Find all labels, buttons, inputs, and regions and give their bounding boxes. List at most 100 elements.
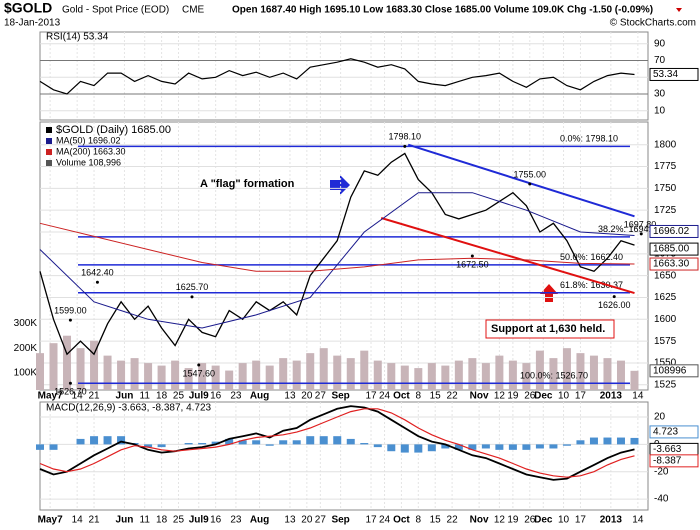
x-tick-label: 25 (173, 391, 185, 402)
security-name: Gold - Spot Price (EOD) (62, 5, 169, 16)
histogram-bar (76, 438, 85, 445)
x-tick-label: 17 (365, 391, 377, 402)
panel-title: MACD(12,26,9) -3.663, -8.387, 4.723 (46, 403, 212, 414)
annotation-label: 1672.50 (456, 259, 489, 269)
legend-swatch (46, 149, 52, 155)
annotation-label: 1547.60 (182, 368, 215, 378)
note-box (485, 319, 615, 339)
legend-label: Volume 108,996 (56, 157, 121, 167)
volume-bar (63, 335, 72, 390)
x-tick-label: 10 (558, 391, 570, 402)
x-tick-label: 23 (230, 515, 242, 526)
histogram-bar (333, 436, 342, 445)
x-tick-label: 17 (365, 515, 377, 526)
volume-bar (360, 350, 369, 390)
trend-line (407, 143, 635, 218)
x-tick-label: 15 (430, 515, 442, 526)
volume-bar (522, 363, 531, 390)
histogram-bar (441, 444, 450, 449)
volume-bar (630, 370, 639, 390)
annotation-label: 1642.40 (81, 268, 114, 278)
histogram-bar (373, 444, 382, 448)
y-tick-label: 30 (654, 89, 666, 100)
x-tick-label: 21 (88, 391, 100, 402)
fib-label: 0.0%: 1798.10 (560, 134, 618, 144)
volume-bar (616, 360, 625, 390)
x-tick-label: Aug (250, 391, 269, 402)
x-tick-label: 8 (416, 515, 422, 526)
annotation-point (95, 280, 99, 284)
x-tick-label: May7 (38, 391, 63, 402)
annotation-point (612, 295, 616, 299)
panel-frame (39, 401, 649, 511)
y-tick-label: 1525 (654, 379, 677, 390)
volume-bar (292, 360, 301, 390)
x-tick-label: 22 (447, 515, 459, 526)
volume-bar (319, 348, 328, 390)
x-tick-label: 27 (315, 391, 327, 402)
x-tick-label: 22 (447, 391, 459, 402)
histogram-bar (576, 440, 585, 445)
value-badge: 1663.30 (653, 259, 690, 270)
x-tick-label: 14 (632, 515, 644, 526)
x-tick-label: Jul9 (189, 391, 209, 402)
volume-bar (103, 355, 112, 390)
volume-bar (481, 363, 490, 390)
histogram-bar (36, 444, 44, 450)
volume-bar (508, 360, 517, 390)
histogram-bar (630, 437, 639, 445)
annotation-label: 1697.80 (624, 219, 657, 229)
legend-label: MA(50) 1696.02 (56, 135, 121, 145)
histogram-bar (387, 444, 396, 452)
x-tick-label: 11 (140, 515, 151, 526)
y-tick-label: 1650 (654, 270, 677, 281)
x-tick-label: 24 (379, 515, 391, 526)
histogram-bar (454, 444, 463, 450)
value-badge: 108996 (653, 365, 687, 376)
x-tick-label: 2013 (600, 515, 623, 526)
x-tick-label: 21 (88, 515, 100, 526)
volume-tick-label: 100K (14, 368, 38, 379)
x-tick-label: Nov (470, 391, 489, 402)
moving-average (39, 222, 635, 272)
x-tick-label: Dec (534, 391, 553, 402)
annotation-point (639, 232, 643, 236)
x-tick-label: 26 (524, 515, 536, 526)
y-tick-label: -40 (654, 494, 669, 505)
annotation-point (403, 144, 407, 148)
volume-bar (549, 358, 558, 390)
volume-tick-label: 300K (14, 318, 38, 329)
signal-line (39, 408, 635, 478)
histogram-bar (468, 444, 477, 450)
histogram-bar (400, 444, 409, 453)
value-badge: 4.723 (653, 427, 678, 438)
histogram-bar (90, 436, 99, 445)
x-tick-label: Jun (116, 391, 134, 402)
annotation-point (68, 381, 72, 385)
x-tick-label: 11 (140, 391, 151, 402)
histogram-bar (589, 437, 598, 445)
volume-bar (144, 363, 153, 390)
y-tick-label: 1750 (654, 183, 677, 194)
volume-bar (211, 365, 220, 390)
volume-bar (184, 368, 193, 390)
volume-bar (76, 348, 85, 390)
annotation-label: 1798.10 (389, 132, 422, 142)
x-tick-label: Sep (331, 391, 349, 402)
down-arrow (676, 8, 682, 12)
volume-bar (441, 365, 450, 390)
exchange: CME (182, 5, 205, 16)
annotation-point (190, 295, 194, 299)
volume-bar (130, 358, 139, 390)
x-tick-label: 16 (210, 515, 222, 526)
volume-bar (535, 350, 544, 390)
fib-label: 61.8%: 1630.37 (560, 280, 623, 290)
x-tick-label: 2013 (600, 391, 623, 402)
histogram-bar (306, 436, 315, 445)
volume-bar (333, 355, 342, 390)
x-tick-label: 20 (301, 391, 313, 402)
volume-bar (198, 363, 207, 390)
value-badge-box (649, 425, 699, 439)
value-badge: 53.34 (653, 69, 678, 80)
histogram-bar (265, 444, 274, 446)
